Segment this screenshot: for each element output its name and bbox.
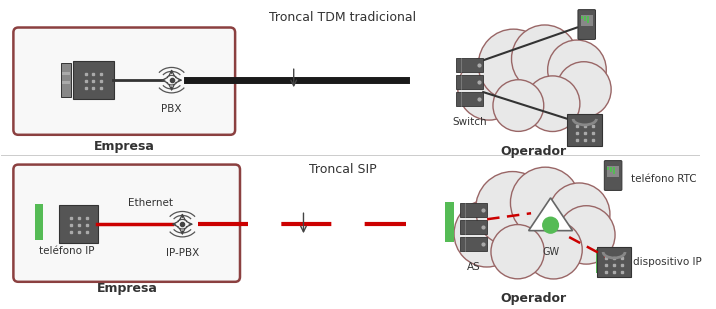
Text: GW: GW [542,247,559,257]
Bar [460,220,487,234]
FancyBboxPatch shape [73,61,114,99]
Bar [460,203,487,217]
Bar [62,72,70,75]
Bar [581,15,593,26]
Text: Operador: Operador [500,292,566,305]
FancyBboxPatch shape [567,114,602,146]
Bar [581,15,583,19]
Text: teléfono IP: teléfono IP [39,246,95,256]
Text: AS: AS [467,262,480,272]
Bar [62,63,71,97]
Text: Troncal SIP: Troncal SIP [309,163,377,176]
Text: IP-PBX: IP-PBX [165,248,199,258]
Text: PBX: PBX [161,104,182,114]
FancyBboxPatch shape [578,10,596,40]
Circle shape [543,217,558,233]
Text: Empresa: Empresa [97,282,158,295]
Bar [62,81,70,84]
Polygon shape [528,198,573,231]
Text: Operador: Operador [500,145,566,158]
Bar [613,167,615,174]
Bar [586,15,589,23]
Bar [610,167,612,171]
Text: dispositivo IP: dispositivo IP [633,257,702,267]
Bar [584,15,586,21]
Bar [456,92,483,106]
FancyBboxPatch shape [597,247,631,277]
FancyBboxPatch shape [59,205,98,243]
Text: Switch: Switch [453,117,487,127]
Text: Empresa: Empresa [95,140,155,153]
Bar [456,58,483,72]
Bar [35,204,43,240]
Bar [596,249,604,273]
FancyBboxPatch shape [14,165,240,282]
Text: Ethernet: Ethernet [127,198,173,208]
Text: teléfono RTC: teléfono RTC [631,175,696,184]
Text: Troncal TDM tradicional: Troncal TDM tradicional [269,11,416,23]
Bar [445,202,454,242]
Bar [456,75,483,89]
FancyBboxPatch shape [14,28,235,135]
FancyBboxPatch shape [604,161,622,190]
Bar [607,167,609,170]
Bar [607,166,619,177]
Bar [460,237,487,251]
